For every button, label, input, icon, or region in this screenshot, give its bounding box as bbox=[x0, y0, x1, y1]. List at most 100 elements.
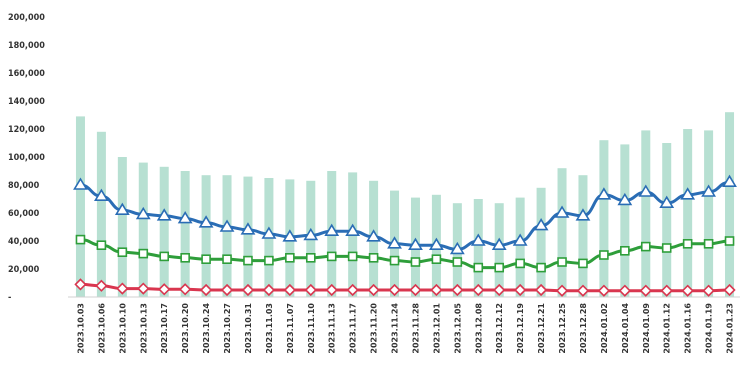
data-point-diamond bbox=[304, 283, 317, 297]
data-point-triangle bbox=[114, 202, 130, 215]
data-point-triangle bbox=[638, 184, 654, 197]
data-point-diamond bbox=[534, 283, 548, 297]
bar bbox=[473, 199, 483, 297]
data-point-triangle bbox=[722, 174, 737, 187]
y-tick-label: 120,000 bbox=[8, 125, 45, 135]
x-tick-label: 2023.10.06 bbox=[97, 303, 106, 354]
data-point-triangle bbox=[680, 187, 696, 200]
data-point-triangle bbox=[408, 237, 423, 250]
data-point-triangle bbox=[366, 229, 382, 242]
data-point-square bbox=[620, 246, 630, 256]
data-point-square bbox=[724, 236, 735, 246]
bar bbox=[578, 175, 588, 297]
x-tick-label: 2024.01.09 bbox=[642, 303, 651, 354]
data-point-triangle bbox=[156, 208, 172, 221]
data-point-diamond bbox=[681, 284, 694, 297]
data-point-diamond bbox=[367, 283, 380, 297]
data-point-triangle bbox=[240, 222, 256, 235]
y-tick-label: 160,000 bbox=[8, 69, 45, 79]
data-point-triangle bbox=[659, 195, 675, 208]
data-point-diamond bbox=[576, 284, 590, 297]
data-point-diamond bbox=[283, 283, 296, 297]
data-point-triangle bbox=[491, 237, 507, 250]
data-point-square bbox=[410, 257, 421, 267]
x-tick-label: 2023.10.13 bbox=[139, 303, 148, 354]
data-point-diamond bbox=[472, 283, 485, 297]
data-point-triangle bbox=[282, 229, 298, 242]
data-point-square bbox=[117, 247, 128, 257]
x-tick-label: 2023.11.28 bbox=[411, 303, 420, 354]
bar bbox=[662, 143, 672, 297]
x-tick-label: 2023.11.07 bbox=[286, 303, 295, 354]
y-tick-label: 200,000 bbox=[8, 13, 45, 23]
data-point-square bbox=[347, 251, 358, 262]
data-point-square bbox=[682, 239, 693, 249]
data-point-triangle bbox=[449, 241, 465, 255]
data-point-triangle bbox=[617, 192, 633, 206]
data-point-triangle bbox=[177, 211, 193, 224]
data-point-diamond bbox=[137, 282, 150, 295]
data-point-square bbox=[578, 258, 588, 269]
data-point-square bbox=[703, 239, 714, 249]
data-point-triangle bbox=[554, 205, 570, 218]
data-point-diamond bbox=[158, 283, 171, 296]
bar bbox=[117, 157, 127, 297]
data-point-diamond bbox=[597, 284, 611, 297]
data-point-triangle bbox=[198, 215, 214, 228]
data-point-square bbox=[368, 253, 379, 263]
data-point-diamond bbox=[555, 284, 569, 297]
x-tick-label: 2023.11.20 bbox=[370, 303, 379, 354]
x-tick-label: 2023.10.17 bbox=[160, 303, 169, 354]
x-tick-label: 2024.01.16 bbox=[684, 303, 693, 354]
data-point-square bbox=[452, 257, 463, 267]
data-point-diamond bbox=[346, 283, 359, 297]
y-tick-label: 140,000 bbox=[8, 97, 45, 107]
data-point-square bbox=[599, 250, 609, 260]
data-point-square bbox=[138, 248, 149, 259]
bar bbox=[620, 144, 630, 297]
data-point-diamond bbox=[388, 283, 401, 297]
data-point-square bbox=[264, 255, 274, 266]
x-tick-label: 2023.11.13 bbox=[328, 303, 337, 354]
x-tick-label: 2024.01.04 bbox=[621, 303, 630, 354]
data-point-diamond bbox=[451, 283, 464, 297]
x-tick-label: 2024.01.23 bbox=[726, 303, 735, 354]
series-line bbox=[80, 282, 730, 293]
data-point-square bbox=[243, 255, 253, 266]
data-point-diamond bbox=[409, 283, 422, 297]
bar bbox=[557, 168, 567, 297]
bar bbox=[494, 203, 504, 297]
y-tick-label: 80,000 bbox=[8, 181, 40, 191]
data-point-square bbox=[661, 243, 672, 253]
data-point-square bbox=[557, 257, 567, 267]
x-tick-label: 2023.11.10 bbox=[307, 303, 316, 354]
data-point-triangle bbox=[387, 236, 402, 249]
series-line bbox=[80, 180, 730, 251]
data-point-triangle bbox=[575, 208, 591, 221]
data-point-triangle bbox=[93, 188, 109, 201]
data-point-square bbox=[159, 251, 170, 262]
y-tick-label: 40,000 bbox=[8, 237, 40, 247]
x-tick-label: 2023.10.27 bbox=[223, 303, 232, 354]
data-point-diamond bbox=[199, 283, 213, 297]
x-tick-label: 2023.12.05 bbox=[453, 303, 462, 354]
data-point-diamond bbox=[702, 284, 715, 297]
x-tick-label: 2023.10.03 bbox=[76, 303, 85, 354]
x-tick-label: 2023.12.12 bbox=[495, 303, 504, 354]
data-point-triangle bbox=[512, 233, 528, 246]
data-point-triangle bbox=[303, 227, 319, 241]
data-point-triangle bbox=[596, 187, 612, 200]
data-point-square bbox=[515, 258, 525, 269]
x-tick-label: 2023.12.08 bbox=[474, 303, 483, 354]
data-point-square bbox=[75, 234, 86, 245]
data-point-diamond bbox=[241, 283, 255, 297]
y-tick-label: - bbox=[8, 293, 11, 303]
data-point-square bbox=[473, 262, 484, 273]
data-point-square bbox=[494, 262, 505, 273]
x-tick-label: 2023.11.03 bbox=[265, 303, 274, 354]
x-tick-label: 2023.12.28 bbox=[579, 303, 588, 354]
data-point-diamond bbox=[618, 284, 631, 297]
x-tick-label: 2023.10.20 bbox=[181, 303, 190, 354]
y-tick-label: 60,000 bbox=[8, 209, 40, 219]
data-point-square bbox=[305, 253, 316, 263]
